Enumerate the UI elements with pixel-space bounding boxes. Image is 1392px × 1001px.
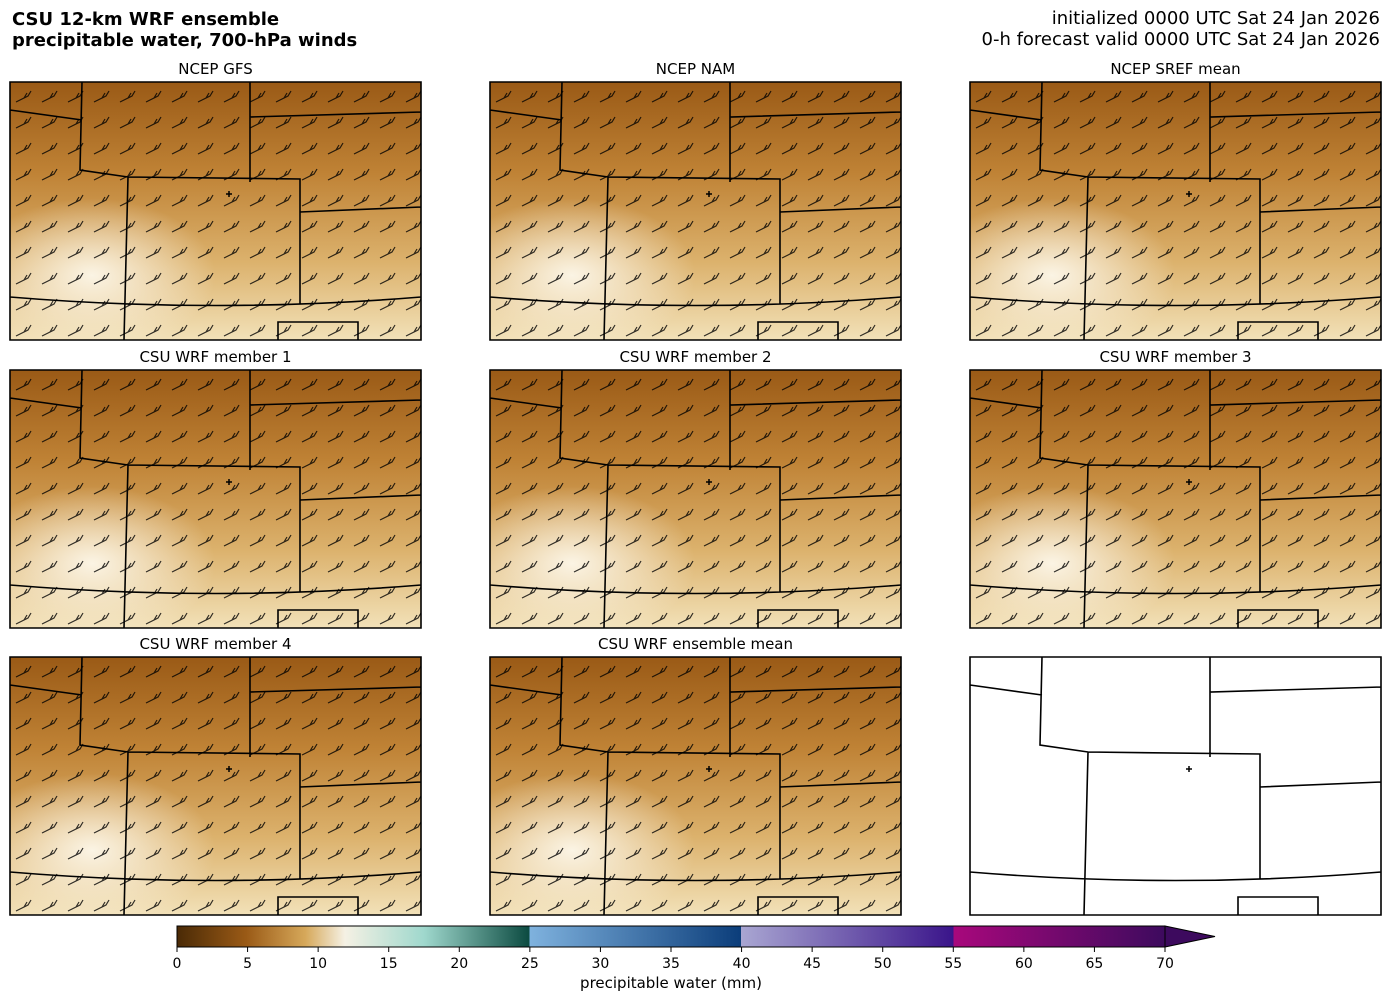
blank-map — [969, 656, 1382, 916]
panel-title: CSU WRF member 4 — [139, 635, 291, 653]
map — [10, 370, 421, 628]
title-line: precipitable water, 700-hPa winds — [12, 30, 357, 51]
tick-label: 10 — [309, 956, 327, 972]
valid-time: 0-h forecast valid 0000 UTC Sat 24 Jan 2… — [982, 29, 1381, 50]
map — [490, 82, 901, 340]
map-panel — [10, 82, 421, 340]
tick-label: 65 — [1086, 956, 1104, 972]
colorbar-extend — [1164, 925, 1216, 948]
tick-label: 15 — [380, 956, 398, 972]
map-panel — [10, 370, 421, 628]
panel-title: NCEP SREF mean — [1110, 60, 1240, 78]
map-panel — [490, 657, 901, 915]
tick-label: 25 — [521, 956, 539, 972]
panel-title: NCEP NAM — [656, 60, 735, 78]
tick-label: 40 — [733, 956, 751, 972]
map-panel — [490, 370, 901, 628]
map-panel — [10, 657, 421, 915]
panel-title: CSU WRF member 2 — [619, 348, 771, 366]
map — [10, 657, 421, 915]
map — [970, 82, 1381, 340]
tick-label: 0 — [173, 956, 182, 972]
map-panel — [490, 82, 901, 340]
panel-title: CSU WRF member 3 — [1099, 348, 1251, 366]
map-panel — [970, 82, 1381, 340]
tick-label: 5 — [243, 956, 252, 972]
init-time: initialized 0000 UTC Sat 24 Jan 2026 — [1052, 8, 1380, 29]
tick-label: 55 — [944, 956, 962, 972]
tick-label: 20 — [450, 956, 468, 972]
tick-label: 30 — [592, 956, 610, 972]
map-panel — [970, 370, 1381, 628]
colorbar: 0 5 10 15 20 25 30 35 40 45 50 55 60 65 70 — [173, 925, 1216, 972]
panel-title: CSU WRF ensemble mean — [598, 635, 793, 653]
tick-label: 35 — [662, 956, 680, 972]
tick-label: 45 — [803, 956, 821, 972]
title-line: CSU 12-km WRF ensemble — [12, 9, 279, 30]
map — [490, 657, 901, 915]
panel-title: NCEP GFS — [178, 60, 253, 78]
map — [490, 370, 901, 628]
colorbar-ramp — [177, 926, 1165, 947]
panels: NCEP GFS NCEP NAM NCEP SREF mean CSU WRF me… — [10, 60, 1381, 915]
colorbar-label: precipitable water (mm) — [580, 974, 762, 992]
map — [970, 370, 1381, 628]
panel-title: CSU WRF member 1 — [139, 348, 291, 366]
tick-label: 50 — [874, 956, 892, 972]
map — [10, 82, 421, 340]
tick-label: 70 — [1156, 956, 1174, 972]
tick-label: 60 — [1015, 956, 1033, 972]
